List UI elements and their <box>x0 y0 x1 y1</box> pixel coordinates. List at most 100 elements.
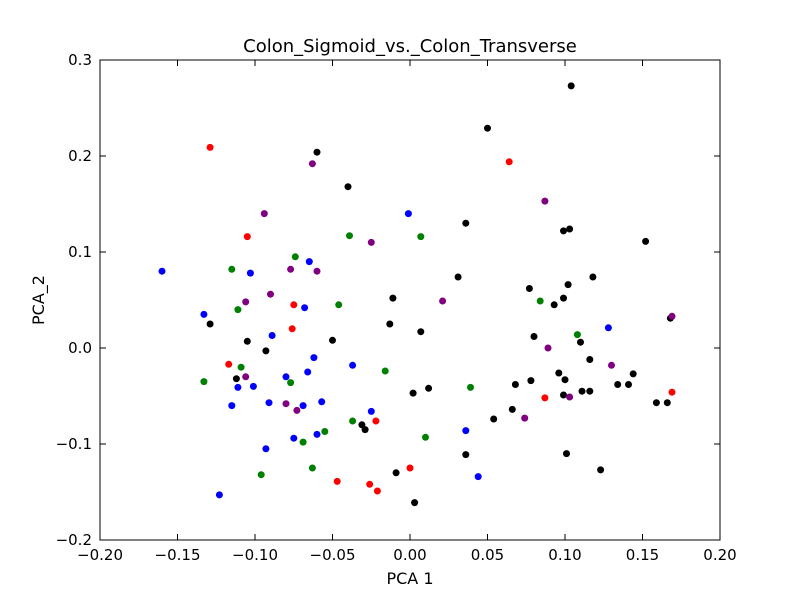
y-tick-label: −0.1 <box>56 435 92 453</box>
data-point <box>329 336 336 344</box>
data-point <box>417 233 425 241</box>
data-point <box>308 464 316 472</box>
data-point <box>206 143 214 151</box>
x-axis-label: PCA 1 <box>386 569 433 588</box>
data-point <box>462 451 470 459</box>
data-point <box>614 381 622 388</box>
data-point <box>367 238 375 246</box>
data-point <box>541 197 549 205</box>
data-point <box>454 273 462 281</box>
data-point <box>508 405 516 413</box>
x-tick-label: 0.10 <box>548 546 581 564</box>
data-point <box>367 407 375 415</box>
data-point <box>293 406 301 414</box>
data-point <box>404 210 412 218</box>
data-point <box>467 383 474 391</box>
data-point <box>668 312 676 320</box>
data-point <box>267 290 274 298</box>
data-point <box>301 304 309 312</box>
data-point <box>563 450 570 458</box>
data-point <box>406 464 414 472</box>
data-point <box>282 373 290 381</box>
data-point <box>265 399 273 407</box>
data-point <box>234 383 242 391</box>
data-point <box>589 273 597 281</box>
data-point <box>560 227 567 235</box>
data-point <box>586 387 594 395</box>
data-point <box>389 294 397 302</box>
data-point <box>299 438 307 446</box>
data-point <box>243 233 251 241</box>
x-tick-label: 0.05 <box>471 546 504 564</box>
data-point <box>550 301 558 309</box>
data-point <box>291 253 299 261</box>
data-point <box>366 480 374 488</box>
data-point <box>228 402 236 410</box>
x-tick-label: 0.20 <box>703 546 736 564</box>
data-point <box>349 417 357 425</box>
y-tick-label: 0.3 <box>68 51 92 69</box>
data-point <box>652 399 660 407</box>
data-point <box>386 320 394 328</box>
data-point <box>304 368 312 376</box>
data-point <box>425 384 433 392</box>
data-point <box>268 332 276 339</box>
data-point <box>555 369 563 377</box>
data-point <box>544 344 552 352</box>
data-point <box>586 356 594 363</box>
data-point <box>625 381 632 388</box>
data-point <box>262 347 270 355</box>
data-point <box>422 433 429 441</box>
data-point <box>577 338 584 346</box>
data-point <box>525 285 533 292</box>
x-tick-label: −0.05 <box>310 546 356 564</box>
data-point <box>225 360 233 368</box>
data-point <box>561 376 569 384</box>
data-point <box>232 375 240 383</box>
data-point <box>560 391 567 399</box>
data-point <box>439 297 447 305</box>
data-point <box>597 466 605 474</box>
data-point <box>373 487 381 495</box>
data-point <box>474 473 482 481</box>
data-point <box>308 160 316 168</box>
data-point <box>333 477 341 485</box>
data-point <box>237 363 245 371</box>
data-point <box>484 124 491 132</box>
data-point <box>663 399 671 407</box>
data-point <box>505 158 513 166</box>
data-point <box>262 445 270 453</box>
x-tick-label: 0.15 <box>626 546 659 564</box>
data-point <box>344 183 352 191</box>
data-point <box>530 333 538 340</box>
data-point <box>158 267 166 275</box>
data-point <box>310 354 318 362</box>
x-tick-label: 0.00 <box>393 546 426 564</box>
data-point <box>206 320 214 328</box>
data-point <box>305 258 313 266</box>
data-point <box>288 325 296 333</box>
data-point <box>527 377 535 385</box>
data-point <box>287 265 295 273</box>
data-point <box>629 370 637 378</box>
data-point <box>290 434 298 442</box>
data-point <box>243 337 251 345</box>
data-point <box>521 414 529 422</box>
y-axis-label: PCA_2 <box>29 275 49 325</box>
data-point <box>346 232 353 240</box>
data-point <box>313 267 321 275</box>
data-point <box>200 310 208 318</box>
data-point <box>381 367 389 375</box>
data-point <box>560 294 567 302</box>
data-point <box>249 382 257 390</box>
x-tick-label: −0.10 <box>232 546 278 564</box>
data-point <box>313 430 321 438</box>
data-point <box>541 394 549 402</box>
data-point <box>567 82 575 90</box>
data-point <box>287 379 295 387</box>
chart-title: Colon_Sigmoid_vs._Colon_Transverse <box>243 36 577 57</box>
data-point <box>260 210 268 218</box>
data-point <box>215 491 223 499</box>
